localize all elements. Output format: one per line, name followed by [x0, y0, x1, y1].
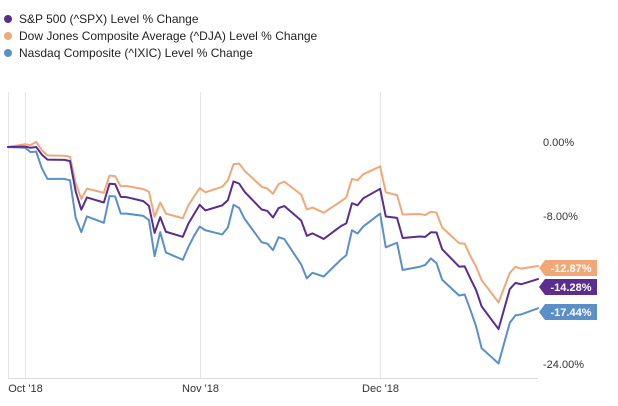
series-lines: [7, 140, 539, 365]
legend-label: S&P 500 (^SPX) Level % Change: [19, 12, 199, 26]
value-badge-label: -12.87%: [551, 263, 592, 275]
series-line: [7, 145, 539, 331]
legend-label: Nasdaq Composite (^IXIC) Level % Change: [19, 46, 253, 60]
y-tick-label: -24.00%: [543, 359, 584, 371]
grid: [8, 92, 381, 378]
value-badge: [539, 260, 597, 276]
x-tick-label: Dec '18: [362, 383, 399, 395]
series-line: [7, 146, 539, 365]
end-value-badges: -12.87% -14.28% -17.44%: [539, 260, 597, 320]
value-badge: [539, 279, 597, 295]
x-tick-label: Oct '18: [8, 383, 43, 395]
y-axis: 0.00% -8.00% -24.00%: [543, 137, 584, 371]
y-tick-label: -8.00%: [543, 211, 578, 223]
legend-marker: [4, 49, 12, 57]
x-tick-label: Nov '18: [182, 383, 219, 395]
x-axis: Oct '18 Nov '18 Dec '18: [8, 378, 538, 395]
legend: S&P 500 (^SPX) Level % Change Dow Jones C…: [4, 12, 318, 60]
legend-marker: [4, 15, 12, 23]
series-line: [7, 140, 539, 304]
legend-label: Dow Jones Composite Average (^DJA) Level…: [19, 29, 318, 43]
y-tick-label: 0.00%: [543, 137, 574, 149]
value-badge-label: -17.44%: [551, 307, 592, 319]
value-badge-label: -14.28%: [551, 282, 592, 294]
legend-marker: [4, 32, 12, 40]
value-badge: [539, 304, 597, 320]
